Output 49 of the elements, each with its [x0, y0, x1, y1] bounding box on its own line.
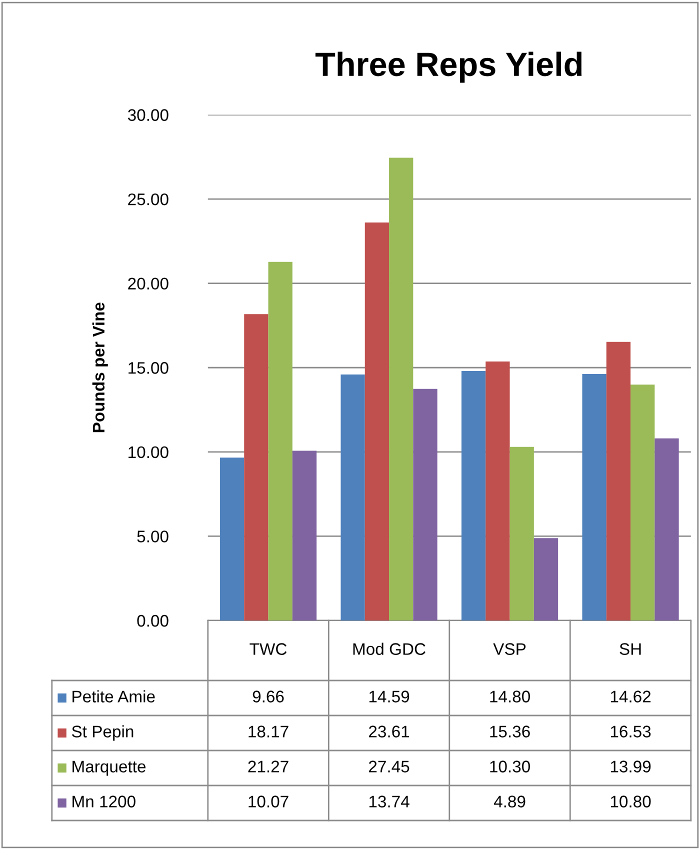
data-label: 4.89: [494, 796, 526, 808]
data-label: 13.99: [610, 760, 651, 772]
data-label: 10.30: [490, 760, 530, 772]
data-label: 14.62: [610, 690, 651, 702]
data-label: 18.17: [248, 726, 288, 738]
y-tick-label: 30.00: [128, 109, 168, 121]
bar: [461, 370, 486, 620]
data-label: 16.53: [610, 726, 651, 738]
bar: [292, 450, 317, 620]
bar: [606, 342, 631, 620]
x-tick-label: TWC: [250, 643, 287, 655]
bar: [364, 222, 390, 620]
bar: [654, 438, 679, 620]
y-tick-label: 0.00: [137, 614, 168, 627]
data-label: 21.27: [248, 760, 288, 772]
bar: [582, 374, 606, 620]
data-label: 10.80: [610, 796, 651, 808]
x-tick-label: Mod GDC: [353, 642, 426, 655]
y-tick-label: 10.00: [128, 446, 168, 458]
bar: [340, 374, 365, 620]
bar: [510, 446, 534, 620]
bar: [486, 362, 510, 620]
bar: [220, 458, 244, 620]
data-label: 23.61: [369, 726, 410, 738]
y-tick-label: 5.00: [137, 530, 168, 542]
data-label: 15.36: [490, 726, 530, 738]
bar: [630, 384, 655, 620]
x-tick-label: VSP: [493, 643, 526, 655]
y-tick-label: 25.00: [128, 193, 168, 206]
data-label: 10.07: [248, 796, 288, 808]
legend-label: Petite Amie: [72, 690, 155, 702]
bar: [268, 262, 292, 620]
data-label: 13.74: [369, 796, 410, 808]
y-tick-label: 15.00: [128, 362, 168, 374]
chart-title: Three Reps Yield: [315, 52, 582, 83]
data-label: 14.59: [369, 690, 410, 702]
bar: [389, 158, 414, 620]
data-label: 9.66: [252, 690, 284, 702]
data-label: 27.45: [369, 760, 410, 772]
x-tick-label: SH: [620, 643, 641, 655]
y-tick-label: 20.00: [128, 278, 168, 290]
bar: [413, 388, 438, 620]
legend-label: Mn 1200: [72, 796, 136, 808]
legend-label: St Pepin: [72, 725, 134, 741]
data-label: 14.80: [490, 690, 530, 702]
bar: [534, 538, 558, 620]
bar: [244, 314, 268, 620]
y-axis-title: Pounds per Vine: [92, 302, 108, 432]
legend-label: Marquette: [72, 760, 146, 776]
